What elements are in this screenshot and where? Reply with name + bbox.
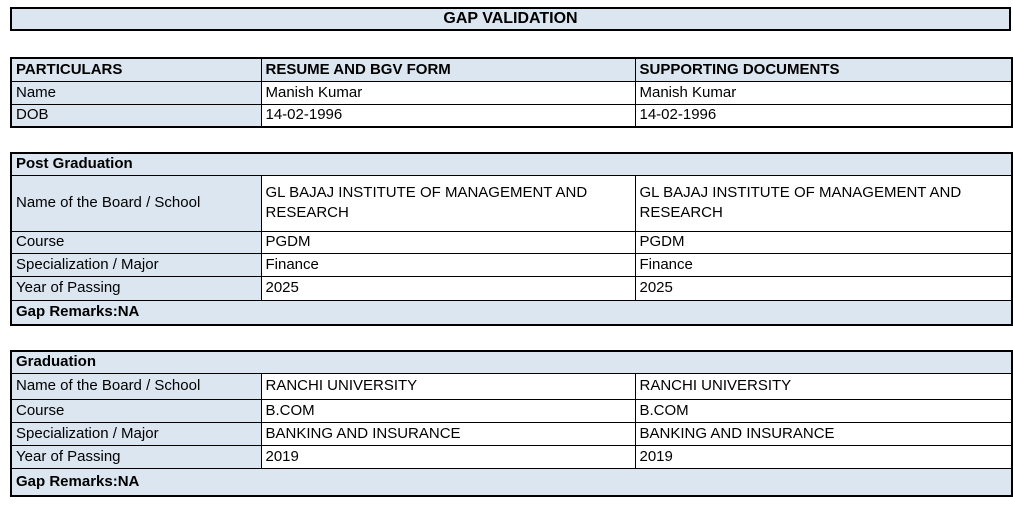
cell-dob-resume: 14-02-1996 — [260, 103, 636, 128]
cell-year-resume: 2025 — [260, 275, 636, 301]
table-row: PARTICULARS RESUME AND BGV FORM SUPPORTI… — [10, 57, 1013, 82]
cell-board-resume: RANCHI UNIVERSITY — [260, 372, 636, 400]
cell-board-resume: GL BAJAJ INSTITUTE OF MANAGEMENT AND RES… — [260, 174, 636, 232]
table-row: DOB 14-02-1996 14-02-1996 — [10, 103, 1013, 128]
column-header-particulars: PARTICULARS — [10, 57, 262, 82]
table-row: Graduation — [10, 350, 1013, 374]
cell-course-resume: PGDM — [260, 230, 636, 254]
row-label-specialization: Specialization / Major — [10, 252, 262, 277]
table-row: Name Manish Kumar Manish Kumar — [10, 80, 1013, 105]
table-row: Post Graduation — [10, 152, 1013, 176]
table-row: Name of the Board / School GL BAJAJ INST… — [10, 174, 1013, 232]
cell-board-supporting: GL BAJAJ INSTITUTE OF MANAGEMENT AND RES… — [634, 174, 1013, 232]
cell-name-resume: Manish Kumar — [260, 80, 636, 105]
table-row: Gap Remarks:NA — [10, 467, 1013, 497]
table-row: Specialization / Major BANKING AND INSUR… — [10, 421, 1013, 446]
row-label-year-of-passing: Year of Passing — [10, 444, 262, 469]
gap-remarks: Gap Remarks:NA — [10, 467, 1013, 497]
post-graduation-table: Post Graduation Name of the Board / Scho… — [10, 152, 1013, 326]
table-row: Specialization / Major Finance Finance — [10, 252, 1013, 277]
cell-course-resume: B.COM — [260, 398, 636, 423]
cell-specialization-resume: Finance — [260, 252, 636, 277]
page-title: GAP VALIDATION — [10, 7, 1011, 31]
section-heading-graduation: Graduation — [10, 350, 1013, 374]
cell-course-supporting: PGDM — [634, 230, 1013, 254]
cell-dob-supporting: 14-02-1996 — [634, 103, 1013, 128]
particulars-table: PARTICULARS RESUME AND BGV FORM SUPPORTI… — [10, 57, 1013, 128]
row-label-board-school: Name of the Board / School — [10, 174, 262, 232]
cell-specialization-supporting: BANKING AND INSURANCE — [634, 421, 1013, 446]
cell-specialization-resume: BANKING AND INSURANCE — [260, 421, 636, 446]
row-label-course: Course — [10, 398, 262, 423]
table-row: Year of Passing 2019 2019 — [10, 444, 1013, 469]
column-header-resume-bgv: RESUME AND BGV FORM — [260, 57, 636, 82]
row-label-year-of-passing: Year of Passing — [10, 275, 262, 301]
table-row: Course PGDM PGDM — [10, 230, 1013, 254]
cell-specialization-supporting: Finance — [634, 252, 1013, 277]
table-row: Year of Passing 2025 2025 — [10, 275, 1013, 301]
column-header-supporting-docs: SUPPORTING DOCUMENTS — [634, 57, 1013, 82]
row-label-specialization: Specialization / Major — [10, 421, 262, 446]
section-heading-post-graduation: Post Graduation — [10, 152, 1013, 176]
row-label-dob: DOB — [10, 103, 262, 128]
cell-course-supporting: B.COM — [634, 398, 1013, 423]
cell-name-supporting: Manish Kumar — [634, 80, 1013, 105]
cell-year-supporting: 2019 — [634, 444, 1013, 469]
graduation-table: Graduation Name of the Board / School RA… — [10, 350, 1013, 497]
row-label-name: Name — [10, 80, 262, 105]
table-row: Gap Remarks:NA — [10, 299, 1013, 326]
row-label-course: Course — [10, 230, 262, 254]
row-label-board-school: Name of the Board / School — [10, 372, 262, 400]
gap-remarks: Gap Remarks:NA — [10, 299, 1013, 326]
cell-board-supporting: RANCHI UNIVERSITY — [634, 372, 1013, 400]
table-row: Course B.COM B.COM — [10, 398, 1013, 423]
table-row: Name of the Board / School RANCHI UNIVER… — [10, 372, 1013, 400]
cell-year-resume: 2019 — [260, 444, 636, 469]
cell-year-supporting: 2025 — [634, 275, 1013, 301]
